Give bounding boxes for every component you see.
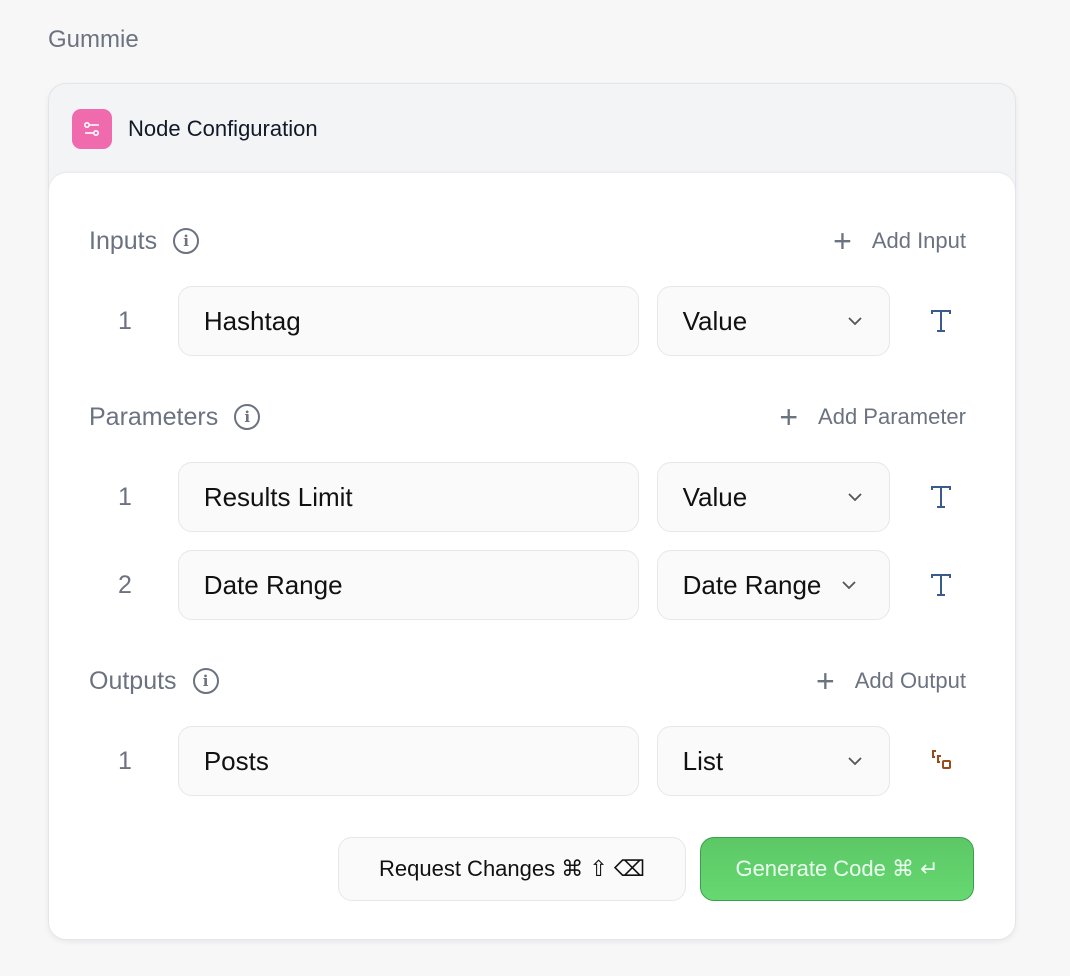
node-configuration-card: Node Configuration Inputs i + Add Input 1 … bbox=[48, 83, 1016, 940]
add-output-label: Add Output bbox=[854, 668, 966, 693]
select-value: Date Range bbox=[682, 569, 822, 600]
info-icon[interactable]: i bbox=[234, 404, 261, 430]
chevron-down-icon bbox=[848, 493, 862, 502]
info-icon[interactable]: i bbox=[192, 668, 219, 694]
select-value: Value bbox=[682, 305, 748, 336]
info-icon[interactable]: i bbox=[173, 228, 200, 254]
output-name-field[interactable]: Posts bbox=[177, 726, 639, 796]
parameter-type-select[interactable]: Value bbox=[656, 462, 891, 532]
add-input-button[interactable]: + Add Input bbox=[833, 225, 966, 257]
output-type-select[interactable]: List bbox=[656, 726, 891, 796]
parameters-title: Parameters bbox=[89, 402, 219, 431]
app-title: Gummie bbox=[48, 26, 139, 53]
generate-code-button[interactable]: Generate Code ⌘ ↵ bbox=[700, 837, 974, 901]
inputs-section-header: Inputs i + Add Input bbox=[89, 221, 966, 261]
chevron-down-icon bbox=[848, 317, 862, 326]
input-row: 1 Hashtag Value bbox=[89, 286, 966, 356]
text-type-icon[interactable] bbox=[916, 484, 966, 510]
text-type-icon[interactable] bbox=[916, 308, 966, 334]
parameter-name-field[interactable]: Results Limit bbox=[177, 462, 639, 532]
text-type-icon[interactable] bbox=[916, 572, 966, 598]
parameter-row: 2 Date Range Date Range bbox=[89, 550, 966, 620]
sliders-icon bbox=[72, 108, 112, 149]
card-header: Node Configuration bbox=[49, 84, 1015, 173]
select-value: Value bbox=[682, 481, 748, 512]
parameter-row: 1 Results Limit Value bbox=[89, 462, 966, 532]
chevron-down-icon bbox=[842, 581, 856, 590]
select-value: List bbox=[682, 745, 724, 776]
plus-icon: + bbox=[833, 223, 852, 259]
row-number: 2 bbox=[117, 570, 132, 599]
row-number: 1 bbox=[117, 306, 132, 335]
card-title: Node Configuration bbox=[128, 115, 318, 141]
parameter-name-field[interactable]: Date Range bbox=[177, 550, 639, 620]
outputs-section-header: Outputs i + Add Output bbox=[89, 661, 966, 701]
output-row: 1 Posts List bbox=[89, 726, 966, 796]
parameters-section-header: Parameters i + Add Parameter bbox=[89, 397, 966, 437]
add-input-label: Add Input bbox=[871, 228, 966, 253]
request-changes-button[interactable]: Request Changes ⌘ ⇧ ⌫ bbox=[338, 837, 686, 901]
inputs-title: Inputs bbox=[89, 226, 158, 255]
input-name-field[interactable]: Hashtag bbox=[177, 286, 639, 356]
parameter-type-select[interactable]: Date Range bbox=[656, 550, 891, 620]
chevron-down-icon bbox=[848, 757, 862, 766]
row-number: 1 bbox=[117, 482, 132, 511]
add-parameter-button[interactable]: + Add Parameter bbox=[779, 401, 966, 433]
plus-icon: + bbox=[816, 663, 835, 699]
config-panel: Inputs i + Add Input 1 Hashtag Value Param… bbox=[49, 173, 1015, 939]
plus-icon: + bbox=[779, 399, 799, 435]
action-buttons: Request Changes ⌘ ⇧ ⌫ Generate Code ⌘ ↵ bbox=[89, 837, 974, 901]
add-output-button[interactable]: + Add Output bbox=[816, 665, 966, 697]
add-parameter-label: Add Parameter bbox=[818, 404, 966, 429]
input-type-select[interactable]: Value bbox=[656, 286, 891, 356]
list-type-icon[interactable] bbox=[916, 747, 966, 775]
outputs-title: Outputs bbox=[89, 666, 177, 695]
row-number: 1 bbox=[117, 746, 132, 775]
